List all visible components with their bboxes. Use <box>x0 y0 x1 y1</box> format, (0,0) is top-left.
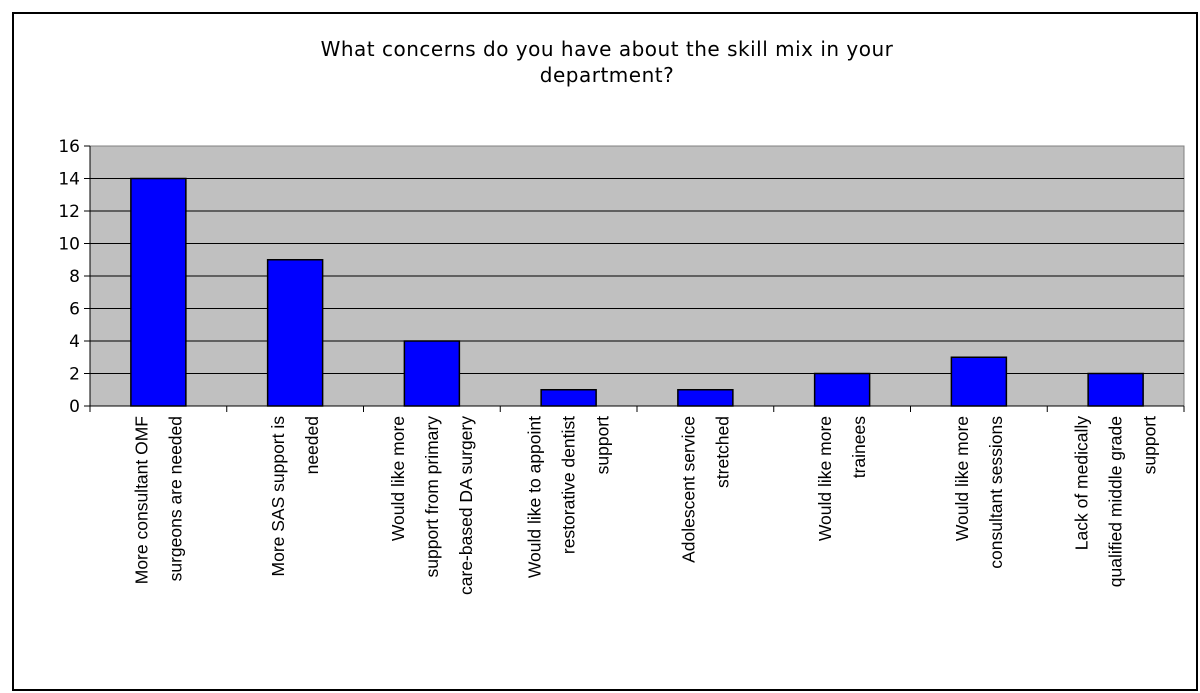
category-label: trainees <box>849 416 869 479</box>
category-label: stretched <box>712 416 732 488</box>
category-label: qualified middle grade <box>1106 416 1126 587</box>
bar <box>540 389 597 407</box>
category-label: Adolescent service <box>678 416 698 563</box>
category-label: surgeons are needed <box>165 416 185 581</box>
bar <box>1087 372 1144 407</box>
category-label: Would like to appoint <box>525 416 545 578</box>
y-tick-label: 16 <box>58 137 80 157</box>
bar-chart: What concerns do you have about the skil… <box>58 37 1185 595</box>
category-label: Would like more <box>388 416 408 541</box>
category-label: support <box>1140 416 1160 475</box>
y-tick-label: 8 <box>69 267 80 287</box>
cropped-caption <box>0 0 1200 11</box>
chart-frame: What concerns do you have about the skil… <box>12 12 1198 691</box>
category-label: support <box>593 416 613 475</box>
category-label: Lack of medically <box>1072 416 1092 550</box>
category-label: More SAS support is <box>268 416 288 577</box>
y-tick-label: 0 <box>69 397 80 417</box>
category-label: care-based DA surgery <box>456 416 476 595</box>
category-label: needed <box>302 416 322 474</box>
y-tick-label: 6 <box>69 300 80 320</box>
bar <box>677 389 734 407</box>
chart-title-line: What concerns do you have about the skil… <box>321 37 894 61</box>
bar <box>403 340 461 407</box>
category-label: support from primary <box>422 416 442 578</box>
chart-title-line: department? <box>540 63 674 87</box>
category-label: Would like more <box>952 416 972 541</box>
category-label: More consultant OMF <box>131 416 151 584</box>
bar <box>813 372 871 407</box>
y-tick-label: 2 <box>69 365 80 385</box>
bar <box>130 177 187 407</box>
y-tick-label: 4 <box>69 332 80 352</box>
y-tick-label: 10 <box>58 235 80 255</box>
category-label: Would like more <box>815 416 835 541</box>
y-tick-label: 12 <box>58 202 80 222</box>
bar <box>950 356 1008 407</box>
y-tick-label: 14 <box>58 170 80 190</box>
category-label: consultant sessions <box>986 416 1006 569</box>
bar <box>266 259 324 407</box>
category-label: restorative dentist <box>559 416 579 554</box>
